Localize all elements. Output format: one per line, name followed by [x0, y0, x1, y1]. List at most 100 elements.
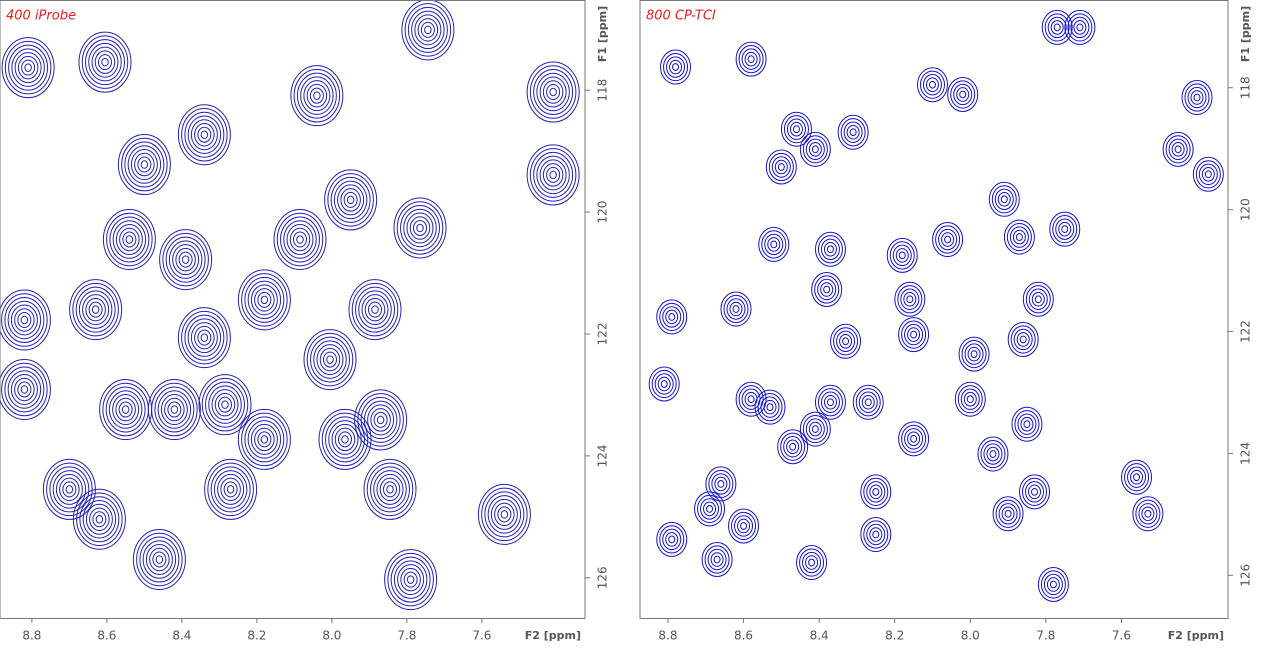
peak-contour — [306, 83, 328, 108]
peak-contour — [411, 10, 445, 50]
peak-contour — [181, 255, 190, 264]
peak-contour — [157, 390, 192, 429]
x-tick-label: 8.0 — [961, 629, 980, 643]
peak-contour — [717, 480, 725, 488]
peak-contour — [92, 511, 107, 528]
peak-contour — [966, 395, 974, 404]
peak-contour — [665, 309, 679, 325]
peak-contour — [250, 284, 278, 316]
peak-contour — [1025, 481, 1045, 503]
peak-contour — [869, 527, 883, 542]
peak-contour — [105, 386, 146, 433]
peak-contour — [714, 476, 728, 492]
peak-contour — [98, 54, 112, 71]
peak-contour — [997, 191, 1011, 207]
peak-contour — [319, 347, 341, 372]
peak-contour — [237, 408, 291, 470]
peak-contour — [293, 68, 341, 123]
peak-contour — [892, 244, 912, 267]
peak-contour — [735, 41, 767, 77]
peak-contour — [549, 87, 557, 97]
peak-contour — [296, 72, 337, 119]
peak-contour — [17, 381, 32, 398]
peak-contour — [414, 14, 442, 46]
peak-contour — [223, 481, 238, 498]
peak-contour — [764, 233, 784, 256]
peak-contour — [17, 55, 39, 80]
peak-contour — [703, 501, 717, 517]
x-tick-label: 8.6 — [734, 629, 753, 643]
peak-contour — [823, 241, 837, 257]
peak-contour — [802, 135, 828, 164]
peak-contour — [296, 235, 304, 244]
peak-contour — [767, 237, 781, 252]
peak-contour — [0, 358, 51, 420]
peak-contour — [1022, 281, 1054, 317]
peak-contour — [159, 229, 213, 291]
peak-contour — [735, 381, 767, 417]
peak-contour — [65, 485, 74, 494]
peak-contour — [55, 473, 83, 505]
peak-contour — [1138, 503, 1158, 525]
peak-contour — [1130, 469, 1144, 485]
peak-contour — [1, 37, 55, 99]
peak-contour — [957, 385, 983, 414]
peak-contour — [357, 393, 404, 447]
peak-contour — [1031, 291, 1045, 307]
peak-contour — [1034, 295, 1042, 304]
peak-contour — [351, 282, 399, 337]
peak-contour — [1015, 233, 1023, 241]
peak-contour — [964, 343, 984, 365]
peak-contour — [799, 131, 831, 167]
peak-contour — [723, 294, 749, 324]
peak-contour — [808, 558, 816, 567]
peak-contour — [241, 273, 288, 327]
peak-contour — [694, 491, 726, 527]
x-tick-label: 8.2 — [247, 629, 266, 643]
peak-contour — [858, 391, 878, 413]
x-tick-label: 8.0 — [322, 629, 341, 643]
peak-contour — [400, 567, 421, 592]
peak-contour — [898, 317, 930, 353]
peak-contour — [970, 350, 978, 359]
peak-contour — [941, 232, 955, 247]
peak-contour — [1012, 229, 1026, 245]
peak-contour — [1174, 145, 1182, 154]
peak-contour — [363, 400, 398, 440]
peak-contour — [78, 31, 132, 93]
peak-contour — [737, 518, 751, 534]
peak-contour — [197, 329, 212, 346]
peak-contour — [1195, 160, 1221, 189]
peak-contour — [651, 369, 677, 399]
peak-contour — [843, 121, 863, 143]
peak-contour — [354, 389, 408, 451]
peak-contour — [901, 320, 927, 349]
peak-contour — [805, 555, 819, 570]
y-tick-label: 122 — [596, 323, 610, 346]
peak-contour — [247, 420, 282, 459]
peak-contour — [852, 384, 884, 420]
peak-contour — [1, 362, 48, 417]
peak-contour — [76, 492, 123, 547]
peak-contour — [963, 391, 977, 407]
peak-contour — [1076, 23, 1084, 32]
peak-contour — [82, 500, 117, 539]
peak-contour — [204, 458, 258, 520]
peak-contour — [814, 384, 846, 420]
peak-contour — [925, 77, 939, 93]
peak-contour — [666, 56, 686, 78]
peak-contour — [860, 517, 892, 553]
peak-contour — [257, 291, 272, 308]
peak-contour — [187, 115, 222, 154]
peak-contour — [420, 21, 435, 38]
y-tick-label: 120 — [1239, 198, 1253, 221]
peak-contour — [112, 220, 147, 259]
peak-contour — [770, 240, 778, 249]
peak-contour — [333, 180, 368, 220]
peak-contour — [198, 374, 252, 436]
peak-contour — [152, 551, 167, 568]
peak-contour — [379, 477, 401, 502]
peak-contour — [706, 505, 714, 513]
peak-contour — [846, 124, 860, 140]
peak-contour — [786, 439, 800, 455]
